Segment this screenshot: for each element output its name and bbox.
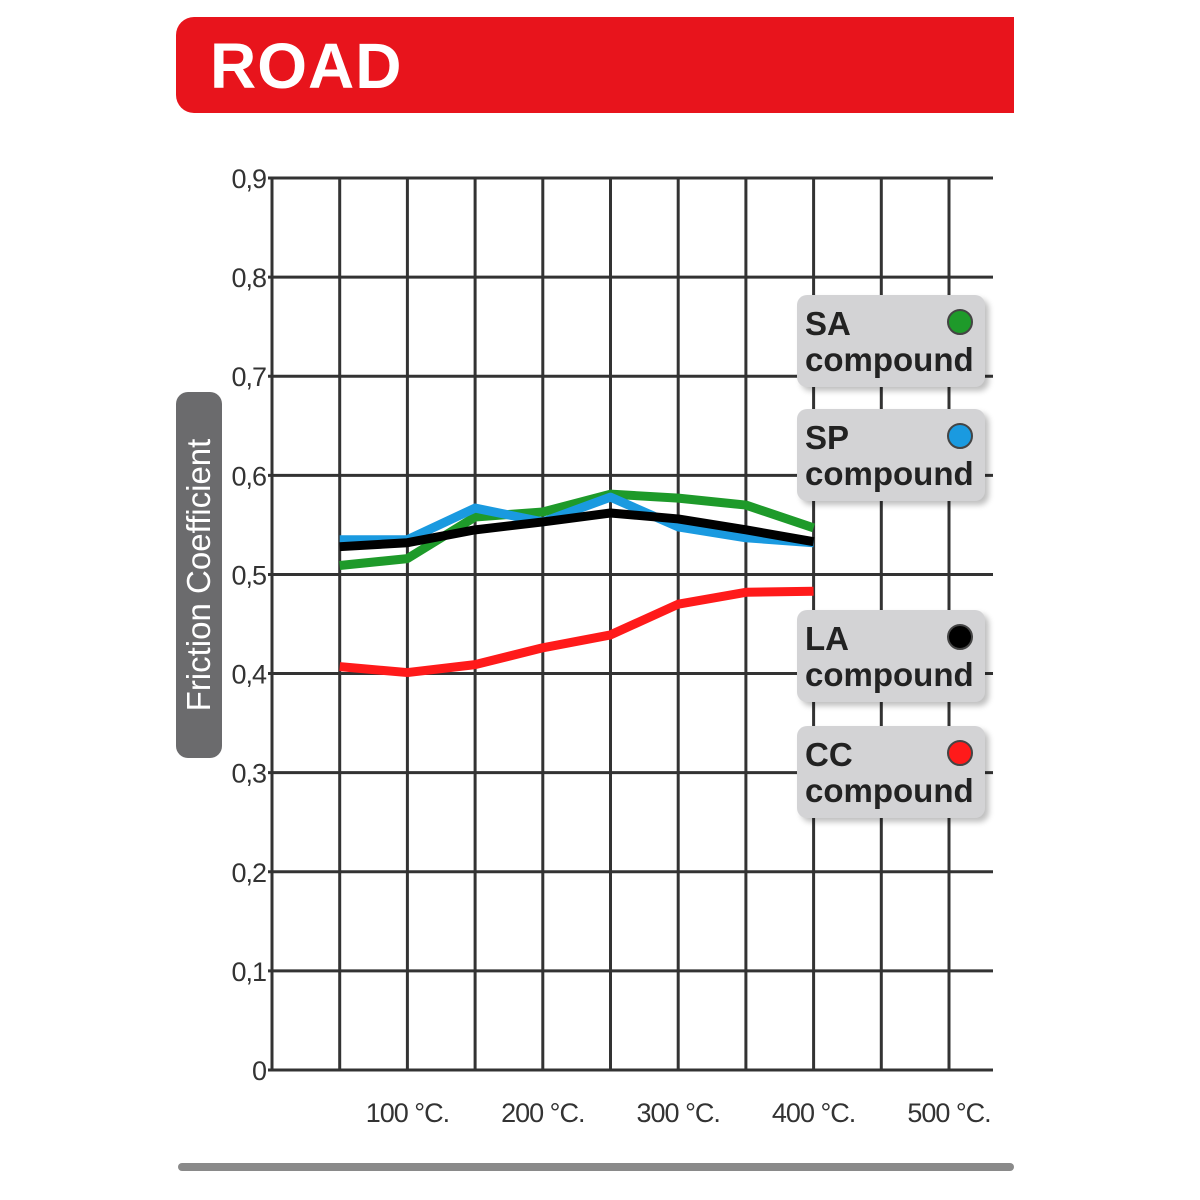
legend-code: CC (805, 736, 853, 773)
series-line-la (339, 508, 815, 552)
y-axis-label-pill (176, 392, 222, 758)
series-line-cc (339, 586, 814, 678)
legend-word: compound (805, 772, 974, 809)
x-tick-label: 100 °C. (366, 1098, 449, 1128)
bottom-divider (178, 1163, 1014, 1171)
legend-code: LA (805, 620, 849, 657)
y-tick-label: 0,8 (231, 263, 266, 293)
legend-code: SP (805, 419, 850, 456)
x-tick-label: 200 °C. (501, 1098, 584, 1128)
legend-word: compound (805, 341, 974, 378)
y-tick-label: 0,9 (231, 164, 266, 194)
y-axis-label: Friction Coefficient (180, 438, 217, 712)
y-tick-label: 0,1 (231, 957, 266, 987)
y-tick-label: 0 (252, 1056, 266, 1086)
legend-dot-icon (947, 740, 973, 766)
chart-title: ROAD (210, 30, 403, 102)
legend-item-sp: SP compound (797, 409, 985, 501)
title-banner: ROAD (176, 17, 1014, 113)
y-tick-label: 0,6 (231, 461, 266, 491)
legend-code: SA (805, 305, 851, 342)
legend-item-sa: SA compound (797, 295, 985, 387)
legend-item-la: LA compound (797, 610, 985, 702)
y-tick-label: 0,5 (231, 560, 266, 590)
legend-dot-icon (947, 423, 973, 449)
series-line-sp (339, 492, 814, 548)
series-line-sa (339, 489, 816, 571)
y-tick-label: 0,2 (231, 858, 266, 888)
y-tick-label: 0,3 (231, 759, 266, 789)
x-tick-label: 300 °C. (637, 1098, 720, 1128)
legend-item-cc: CC compound (797, 726, 985, 818)
x-tick-label: 400 °C. (772, 1098, 855, 1128)
y-tick-label: 0,7 (231, 362, 266, 392)
y-tick-label: 0,4 (231, 660, 267, 690)
legend-word: compound (805, 656, 974, 693)
legend-dot-icon (947, 309, 973, 335)
x-tick-label: 500 °C. (907, 1098, 990, 1128)
legend-word: compound (805, 455, 974, 492)
legend-dot-icon (947, 624, 973, 650)
